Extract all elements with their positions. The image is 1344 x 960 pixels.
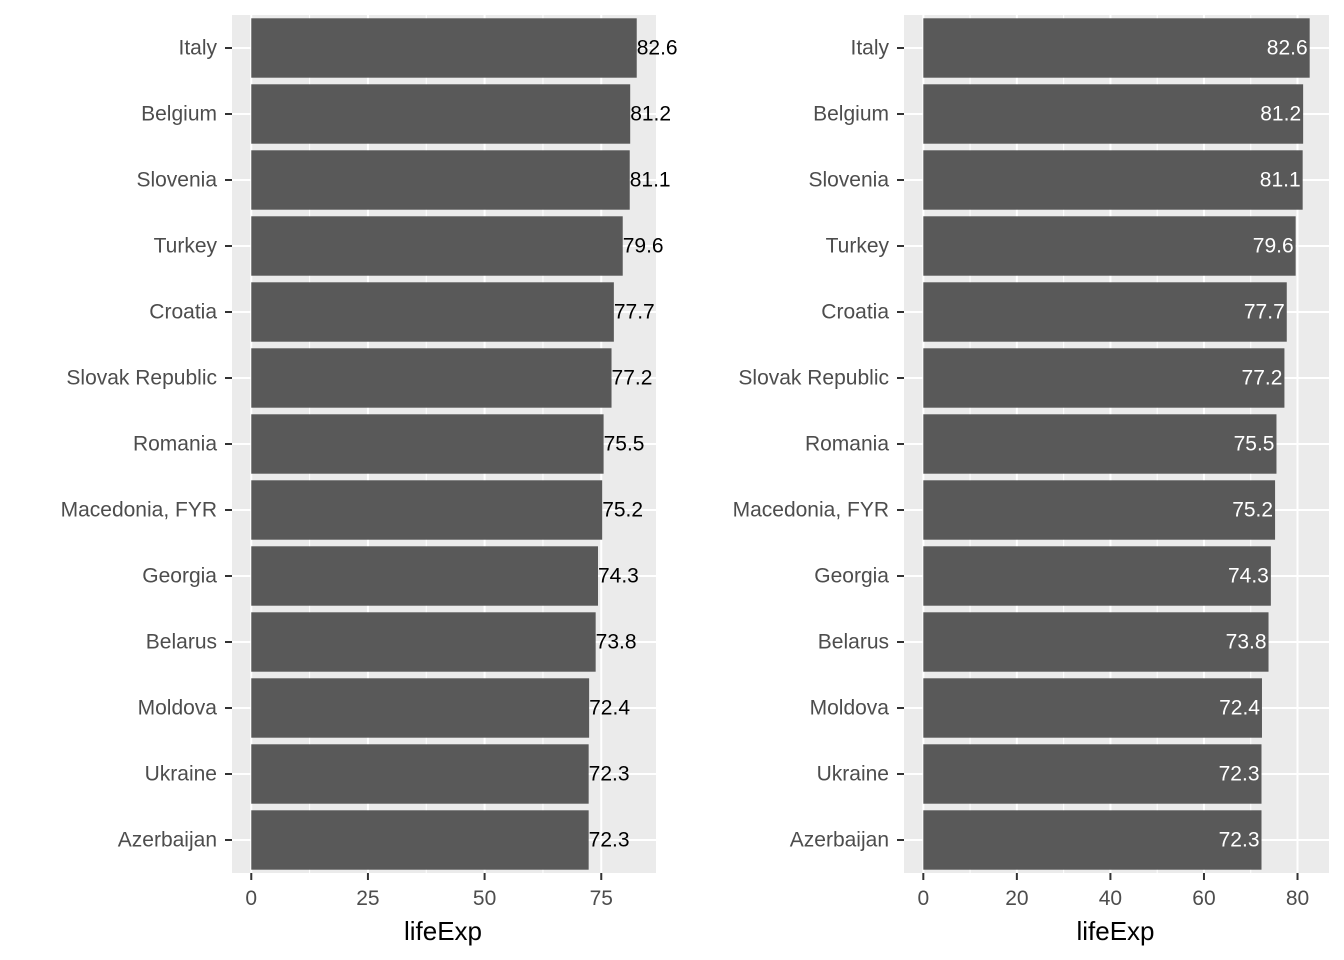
- x-tick-label: 60: [1192, 887, 1215, 910]
- category-label: Slovenia: [136, 169, 217, 192]
- x-axis-title: lifeExp: [404, 916, 482, 946]
- bar: [923, 810, 1262, 870]
- x-tick-label: 50: [473, 887, 496, 910]
- chart-panel-2: Italy 82.6 Belgium 81.2 Slovenia 81.1 Turkey 79…: [733, 15, 1329, 946]
- category-label: Ukraine: [145, 763, 217, 786]
- data-label: 72.3: [589, 763, 630, 786]
- category-label: Macedonia, FYR: [61, 499, 217, 522]
- category-label: Croatia: [149, 301, 217, 324]
- bar: [251, 546, 598, 606]
- x-tick-label: 40: [1099, 887, 1122, 910]
- bar: [923, 84, 1304, 144]
- x-tick-label: 20: [1005, 887, 1028, 910]
- category-label: Georgia: [814, 565, 889, 588]
- data-label: 72.4: [589, 697, 630, 720]
- x-tick-label: 75: [590, 887, 613, 910]
- bar: [923, 348, 1285, 408]
- data-label: 75.5: [604, 433, 645, 456]
- x-axis-title: lifeExp: [1076, 916, 1154, 946]
- bar: [923, 480, 1276, 540]
- data-label: 77.7: [614, 301, 655, 324]
- bar: [251, 678, 590, 738]
- bar: [923, 546, 1271, 606]
- x-tick-label: 25: [356, 887, 379, 910]
- bar: [923, 612, 1269, 672]
- data-label: 77.7: [1244, 301, 1285, 324]
- bar: [923, 282, 1287, 342]
- category-label: Moldova: [810, 697, 890, 720]
- category-label: Romania: [133, 433, 217, 456]
- category-label: Italy: [850, 37, 889, 60]
- data-label: 79.6: [1253, 235, 1294, 258]
- x-tick-label: 0: [245, 887, 257, 910]
- x-tick-label: 0: [917, 887, 929, 910]
- bar: [923, 678, 1262, 738]
- bar: [251, 810, 589, 870]
- data-label: 79.6: [623, 235, 664, 258]
- data-label: 81.2: [630, 103, 671, 126]
- bar: [251, 84, 631, 144]
- data-label: 82.6: [1267, 37, 1308, 60]
- data-label: 75.5: [1234, 433, 1275, 456]
- data-label: 75.2: [602, 499, 643, 522]
- data-label: 73.8: [1226, 631, 1267, 654]
- chart-panel-1: Italy 82.6 Belgium 81.2 Slovenia 81.1 Turkey 79…: [61, 15, 678, 946]
- category-label: Belgium: [141, 103, 217, 126]
- x-tick-label: 80: [1286, 887, 1309, 910]
- data-label: 72.3: [1219, 763, 1260, 786]
- data-label: 81.1: [1260, 169, 1301, 192]
- category-label: Azerbaijan: [790, 829, 889, 852]
- bar: [251, 414, 604, 474]
- data-label: 72.3: [1219, 829, 1260, 852]
- category-label: Turkey: [154, 235, 218, 258]
- category-label: Slovenia: [808, 169, 889, 192]
- bar: [923, 216, 1296, 276]
- bar: [923, 150, 1303, 210]
- bar: [251, 18, 637, 78]
- bar: [923, 414, 1277, 474]
- data-label: 72.4: [1219, 697, 1260, 720]
- category-label: Italy: [178, 37, 217, 60]
- bar: [251, 150, 630, 210]
- category-label: Slovak Republic: [66, 367, 217, 390]
- data-label: 73.8: [596, 631, 637, 654]
- bar: [923, 744, 1262, 804]
- category-label: Belarus: [818, 631, 889, 654]
- category-label: Slovak Republic: [738, 367, 889, 390]
- data-label: 82.6: [637, 37, 678, 60]
- bar: [251, 282, 614, 342]
- bar: [251, 480, 603, 540]
- data-label: 75.2: [1232, 499, 1273, 522]
- data-label: 74.3: [598, 565, 639, 588]
- bar: [251, 216, 623, 276]
- data-label: 74.3: [1228, 565, 1269, 588]
- category-label: Moldova: [138, 697, 218, 720]
- data-label: 72.3: [589, 829, 630, 852]
- category-label: Georgia: [142, 565, 217, 588]
- category-label: Romania: [805, 433, 889, 456]
- category-label: Ukraine: [817, 763, 889, 786]
- category-label: Turkey: [826, 235, 890, 258]
- data-label: 81.1: [630, 169, 671, 192]
- category-label: Macedonia, FYR: [733, 499, 889, 522]
- category-label: Belgium: [813, 103, 889, 126]
- bar: [251, 744, 589, 804]
- bar: [251, 348, 612, 408]
- data-label: 77.2: [1242, 367, 1283, 390]
- category-label: Azerbaijan: [118, 829, 217, 852]
- bar: [923, 18, 1310, 78]
- data-label: 81.2: [1260, 103, 1301, 126]
- bar: [251, 612, 596, 672]
- data-label: 77.2: [612, 367, 653, 390]
- category-label: Belarus: [146, 631, 217, 654]
- category-label: Croatia: [821, 301, 889, 324]
